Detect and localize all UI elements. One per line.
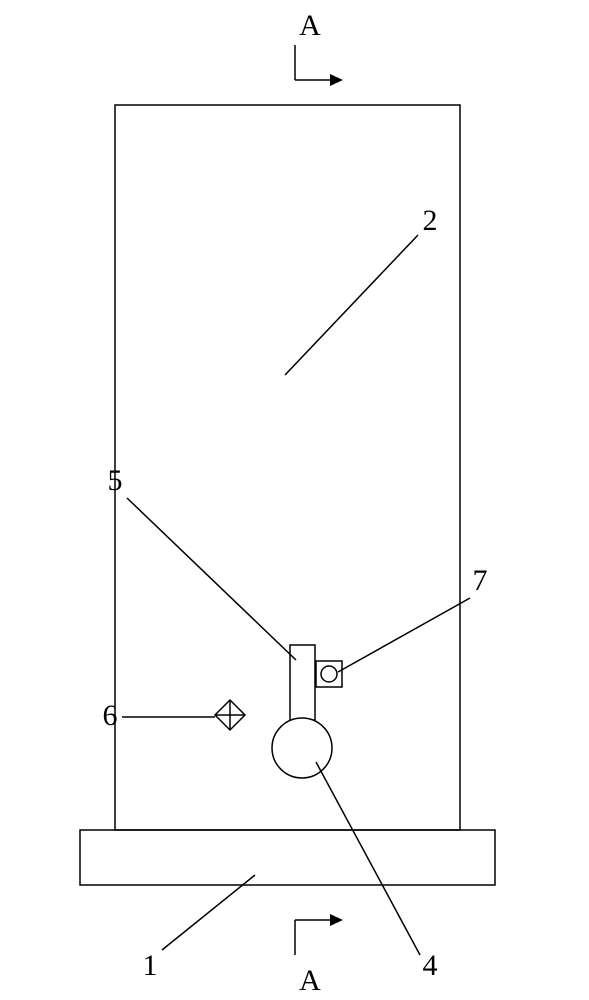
callout-label-6: 6 — [103, 699, 118, 732]
diamond-marker — [215, 700, 245, 730]
callout-label-7: 7 — [473, 564, 488, 597]
base-rect — [80, 830, 495, 885]
callouts: 2 5 7 6 4 1 — [103, 204, 488, 982]
callout-line-5 — [127, 498, 296, 660]
section-label-bottom: A — [299, 964, 321, 997]
callout-line-4 — [316, 762, 420, 955]
section-marker-bottom: A — [295, 914, 343, 997]
engineering-diagram: A 2 5 7 6 4 1 A — [0, 0, 589, 1000]
callout-line-2 — [285, 235, 418, 375]
callout-line-1 — [162, 875, 255, 950]
rod-rect — [290, 645, 315, 720]
ball-circle — [272, 718, 332, 778]
callout-label-5: 5 — [108, 464, 123, 497]
callout-label-4: 4 — [423, 949, 438, 982]
callout-label-2: 2 — [423, 204, 438, 237]
callout-line-7 — [338, 598, 470, 672]
section-marker-top: A — [295, 9, 343, 86]
switch-assembly — [316, 661, 342, 687]
section-label-top: A — [299, 9, 321, 42]
callout-label-1: 1 — [143, 949, 158, 982]
